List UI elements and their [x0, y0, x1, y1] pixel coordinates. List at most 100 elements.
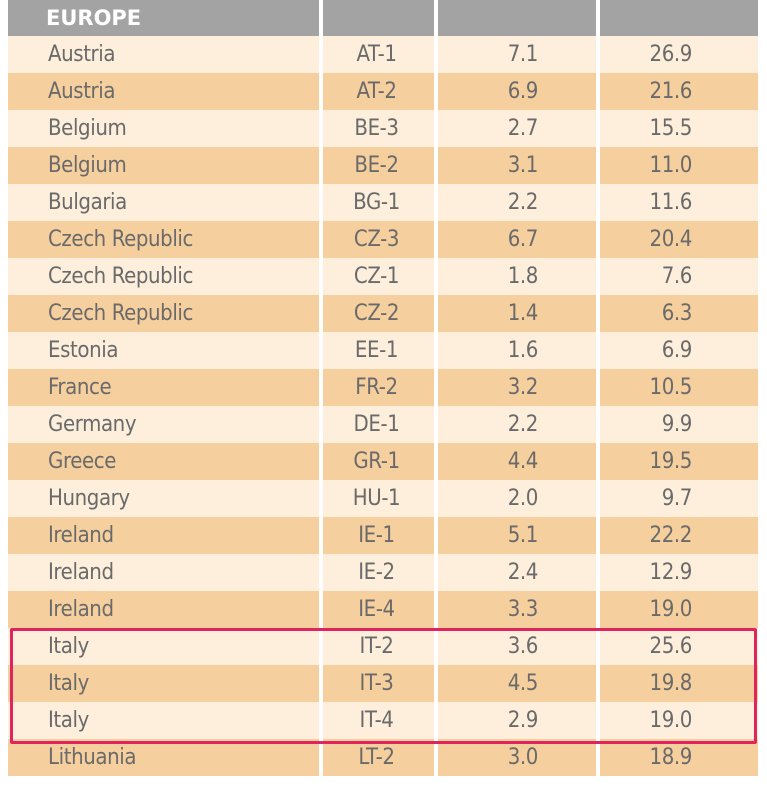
value1-cell: 3.0	[434, 739, 596, 776]
table-row: Czech Republic CZ-1 1.8 7.6	[8, 258, 758, 295]
country-cell: Greece	[8, 443, 319, 480]
code-cell: DE-1	[319, 406, 434, 443]
value2-cell: 6.9	[596, 332, 758, 369]
value1-cell: 6.7	[434, 221, 596, 258]
table-row: Bulgaria BG-1 2.2 11.6	[8, 184, 758, 221]
value1-cell: 1.6	[434, 332, 596, 369]
country-cell: Italy	[8, 628, 319, 665]
value1-cell: 3.3	[434, 591, 596, 628]
table-row: Ireland IE-1 5.1 22.2	[8, 517, 758, 554]
country-cell: Lithuania	[8, 739, 319, 776]
value1-cell: 6.9	[434, 73, 596, 110]
table-row: Ireland IE-4 3.3 19.0	[8, 591, 758, 628]
table-row: Ireland IE-2 2.4 12.9	[8, 554, 758, 591]
value2-cell: 21.6	[596, 73, 758, 110]
table-header-row: EUROPE	[8, 0, 758, 36]
value1-cell: 2.2	[434, 184, 596, 221]
country-cell: Italy	[8, 702, 319, 739]
value1-cell: 1.4	[434, 295, 596, 332]
value2-cell: 20.4	[596, 221, 758, 258]
code-cell: EE-1	[319, 332, 434, 369]
value2-cell: 9.7	[596, 480, 758, 517]
country-cell: Czech Republic	[8, 295, 319, 332]
country-cell: Austria	[8, 36, 319, 73]
table-row: Belgium BE-3 2.7 15.5	[8, 110, 758, 147]
code-cell: HU-1	[319, 480, 434, 517]
value2-cell: 6.3	[596, 295, 758, 332]
table-row: Austria AT-2 6.9 21.6	[8, 73, 758, 110]
value2-cell: 26.9	[596, 36, 758, 73]
code-cell: IT-4	[319, 702, 434, 739]
table-row: Belgium BE-2 3.1 11.0	[8, 147, 758, 184]
value2-cell: 19.8	[596, 665, 758, 702]
value1-cell: 2.0	[434, 480, 596, 517]
value2-cell: 12.9	[596, 554, 758, 591]
value1-header-cell	[434, 0, 596, 36]
value2-cell: 9.9	[596, 406, 758, 443]
value1-cell: 3.2	[434, 369, 596, 406]
value1-cell: 3.6	[434, 628, 596, 665]
table-row: Hungary HU-1 2.0 9.7	[8, 480, 758, 517]
value2-cell: 19.5	[596, 443, 758, 480]
code-cell: IE-2	[319, 554, 434, 591]
code-header-cell	[319, 0, 434, 36]
value2-cell: 15.5	[596, 110, 758, 147]
value2-cell: 7.6	[596, 258, 758, 295]
table-row: France FR-2 3.2 10.5	[8, 369, 758, 406]
table-row: Estonia EE-1 1.6 6.9	[8, 332, 758, 369]
code-cell: GR-1	[319, 443, 434, 480]
value2-cell: 19.0	[596, 702, 758, 739]
value2-cell: 10.5	[596, 369, 758, 406]
value2-cell: 11.6	[596, 184, 758, 221]
country-cell: Ireland	[8, 591, 319, 628]
country-cell: Germany	[8, 406, 319, 443]
code-cell: AT-1	[319, 36, 434, 73]
value1-cell: 2.4	[434, 554, 596, 591]
table-row: Greece GR-1 4.4 19.5	[8, 443, 758, 480]
table-row: Italy IT-3 4.5 19.8	[8, 665, 758, 702]
value1-cell: 2.2	[434, 406, 596, 443]
code-cell: CZ-2	[319, 295, 434, 332]
table-row: Italy IT-4 2.9 19.0	[8, 702, 758, 739]
code-cell: IE-4	[319, 591, 434, 628]
value1-cell: 4.5	[434, 665, 596, 702]
table-row: Austria AT-1 7.1 26.9	[8, 36, 758, 73]
country-cell: Belgium	[8, 147, 319, 184]
table-row: Czech Republic CZ-2 1.4 6.3	[8, 295, 758, 332]
code-cell: IT-2	[319, 628, 434, 665]
country-cell: Czech Republic	[8, 221, 319, 258]
value2-header-cell	[596, 0, 758, 36]
value1-cell: 7.1	[434, 36, 596, 73]
table-row: Italy IT-2 3.6 25.6	[8, 628, 758, 665]
code-cell: CZ-1	[319, 258, 434, 295]
country-cell: Ireland	[8, 554, 319, 591]
table-body: Austria AT-1 7.1 26.9 Austria AT-2 6.9 21.6 Belg…	[8, 36, 758, 776]
value2-cell: 25.6	[596, 628, 758, 665]
value2-cell: 19.0	[596, 591, 758, 628]
code-cell: IE-1	[319, 517, 434, 554]
europe-data-table-container: EUROPE Austria AT-1 7.1 26.9 Austria AT-2 6.9 2…	[8, 0, 758, 776]
value1-cell: 3.1	[434, 147, 596, 184]
country-cell: Italy	[8, 665, 319, 702]
europe-data-table: EUROPE Austria AT-1 7.1 26.9 Austria AT-2 6.9 2…	[8, 0, 758, 776]
value2-cell: 18.9	[596, 739, 758, 776]
code-cell: LT-2	[319, 739, 434, 776]
country-cell: Estonia	[8, 332, 319, 369]
country-cell: Belgium	[8, 110, 319, 147]
value1-cell: 2.7	[434, 110, 596, 147]
value1-cell: 2.9	[434, 702, 596, 739]
country-cell: Hungary	[8, 480, 319, 517]
code-cell: FR-2	[319, 369, 434, 406]
value1-cell: 1.8	[434, 258, 596, 295]
table-row: Czech Republic CZ-3 6.7 20.4	[8, 221, 758, 258]
table-row: Germany DE-1 2.2 9.9	[8, 406, 758, 443]
value1-cell: 5.1	[434, 517, 596, 554]
code-cell: BE-3	[319, 110, 434, 147]
value2-cell: 11.0	[596, 147, 758, 184]
table-row: Lithuania LT-2 3.0 18.9	[8, 739, 758, 776]
value2-cell: 22.2	[596, 517, 758, 554]
code-cell: IT-3	[319, 665, 434, 702]
country-cell: Bulgaria	[8, 184, 319, 221]
country-cell: France	[8, 369, 319, 406]
region-header: EUROPE	[8, 0, 319, 36]
